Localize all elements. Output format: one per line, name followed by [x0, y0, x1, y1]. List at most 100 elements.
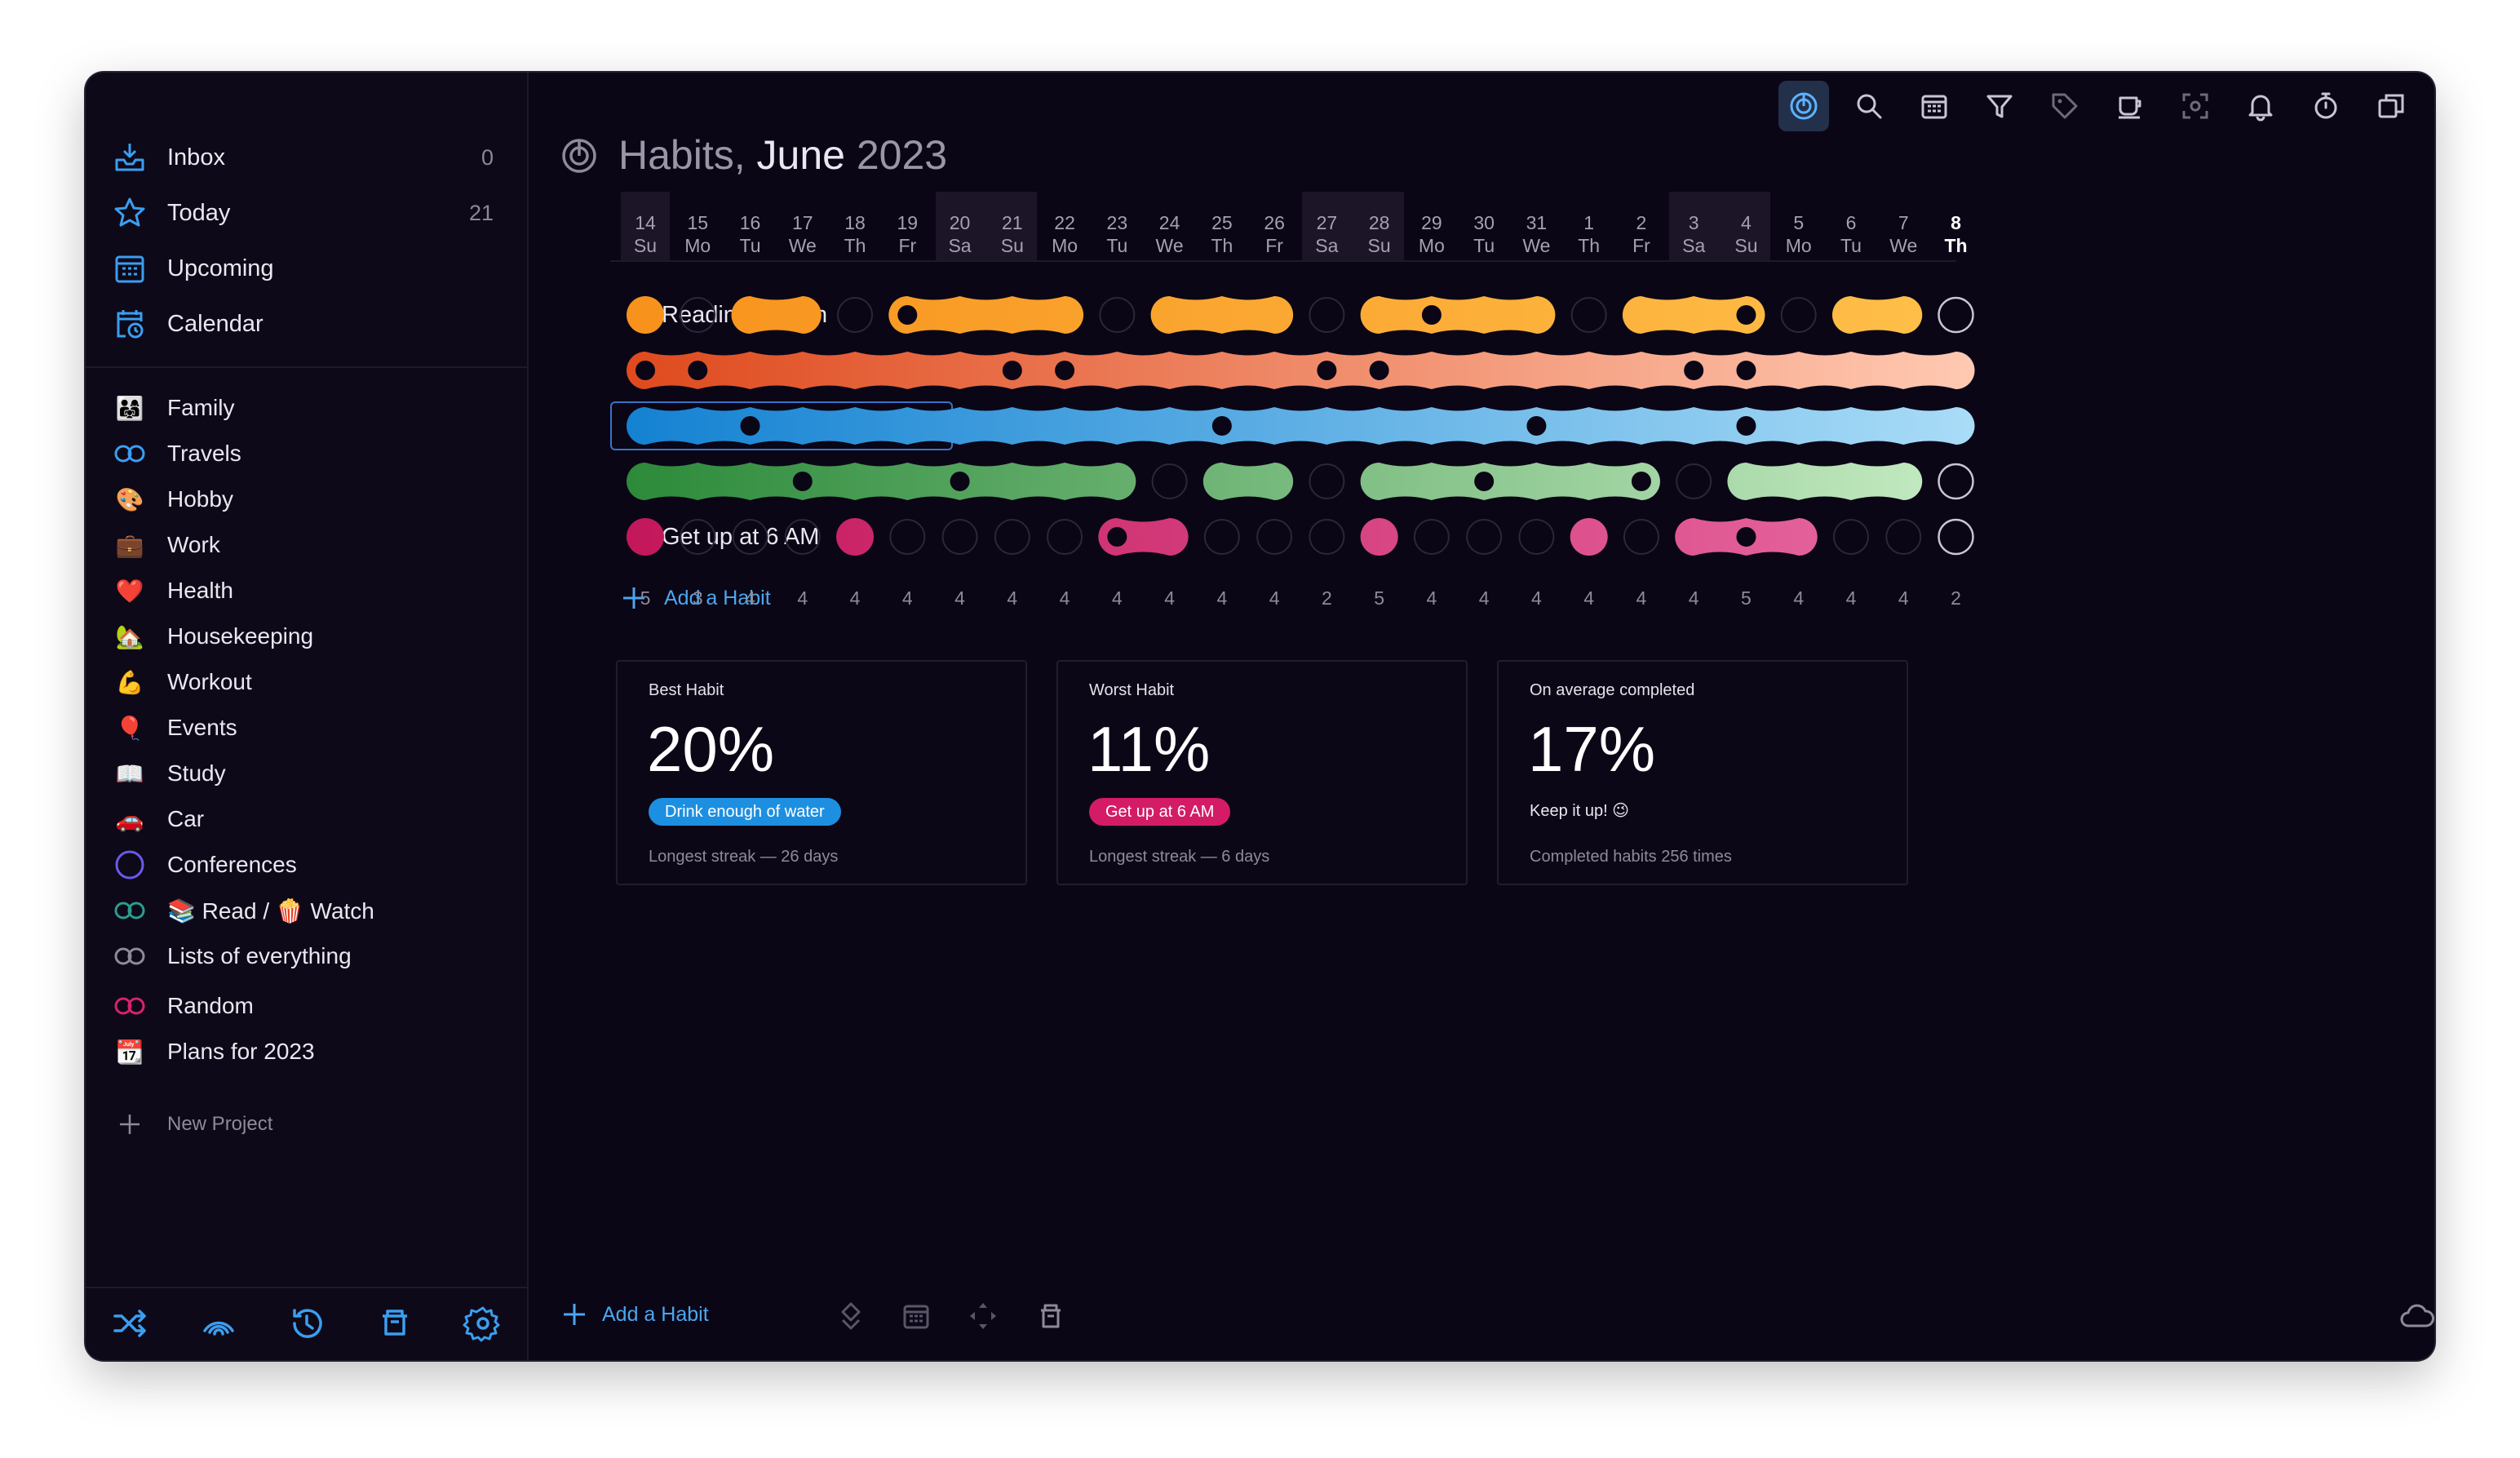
habit-day-empty[interactable]	[1623, 519, 1659, 555]
schedule-calendar-icon[interactable]	[900, 1300, 932, 1332]
habit-day-marker[interactable]	[1526, 416, 1547, 436]
project-lists-of-everything[interactable]: Lists of everything	[110, 936, 510, 977]
habit-day-today[interactable]	[1938, 518, 1974, 556]
priority-icon[interactable]	[835, 1300, 867, 1332]
habit-day-empty[interactable]	[1309, 519, 1345, 555]
habit-day-empty[interactable]	[1309, 463, 1345, 499]
project-study[interactable]: 📖 Study	[110, 753, 510, 794]
project-conferences[interactable]: Conferences	[110, 844, 510, 885]
tag-icon[interactable]	[2039, 81, 2090, 131]
habit-day-empty[interactable]	[1466, 519, 1503, 555]
habit-day-empty[interactable]	[1413, 519, 1450, 555]
calendar-clock-icon	[110, 304, 149, 343]
habit-day-marker[interactable]	[792, 472, 813, 491]
habit-day-empty[interactable]	[1151, 463, 1188, 499]
timer-icon[interactable]	[2301, 81, 2351, 131]
habit-day-empty[interactable]	[1047, 519, 1083, 555]
habit-day-marker[interactable]	[1736, 305, 1756, 325]
new-window-icon[interactable]	[2366, 81, 2416, 131]
habit-day-empty[interactable]	[1832, 519, 1869, 555]
sidebar-item-inbox[interactable]: Inbox 0	[110, 135, 510, 180]
bell-icon[interactable]	[2235, 81, 2286, 131]
habit-day-marker[interactable]	[1107, 527, 1127, 547]
habit-day-empty[interactable]	[732, 519, 768, 555]
project-random[interactable]: Random	[110, 986, 510, 1026]
habit-day-empty[interactable]	[994, 519, 1030, 555]
habit-day-empty[interactable]	[784, 519, 821, 555]
habit-pill[interactable]: Drink enough of water	[649, 798, 841, 826]
habit-day-done[interactable]	[836, 518, 875, 556]
habit-day-done[interactable]	[627, 518, 664, 556]
habit-day-marker[interactable]	[1736, 416, 1756, 436]
habit-day-marker[interactable]	[1684, 361, 1704, 380]
focus-mode-icon[interactable]	[2170, 81, 2221, 131]
habit-day-marker[interactable]	[740, 416, 760, 436]
habit-day-done[interactable]	[1570, 518, 1608, 556]
habit-day-marker[interactable]	[1421, 305, 1442, 325]
settings-gear-icon[interactable]	[463, 1303, 503, 1344]
habit-day-empty[interactable]	[1676, 463, 1712, 499]
wifi-sync-icon[interactable]	[198, 1303, 239, 1344]
project-workout[interactable]: 💪 Workout	[110, 662, 510, 702]
habit-day-empty[interactable]	[1309, 297, 1345, 333]
habit-day-empty[interactable]	[1203, 519, 1240, 555]
habit-day-today[interactable]	[1938, 463, 1974, 500]
habit-day-done[interactable]	[1360, 518, 1398, 556]
habit-day-empty[interactable]	[889, 519, 926, 555]
habit-day-marker[interactable]	[1211, 416, 1232, 436]
trash-icon[interactable]	[374, 1303, 415, 1344]
project-travels[interactable]: Travels	[110, 433, 510, 474]
cloud-sync-icon[interactable]	[2398, 1300, 2434, 1332]
habit-day-empty[interactable]	[1099, 297, 1136, 333]
habit-day-empty[interactable]	[1570, 297, 1607, 333]
habit-day-empty[interactable]	[1885, 519, 1922, 555]
habit-day-marker[interactable]	[1631, 472, 1651, 491]
habit-day-marker[interactable]	[688, 361, 708, 380]
project-hobby[interactable]: 🎨 Hobby	[110, 479, 510, 520]
add-habit-button[interactable]: Add a Habit	[620, 582, 771, 614]
habit-day-marker[interactable]	[1736, 527, 1756, 547]
project-family[interactable]: 👨‍👩‍👧 Family	[110, 388, 510, 428]
project-work[interactable]: 💼 Work	[110, 525, 510, 565]
sidebar-item-upcoming[interactable]: Upcoming	[110, 246, 510, 291]
project-read-watch[interactable]: 📚 Read / 🍿 Watch	[110, 890, 510, 931]
habit-day-empty[interactable]	[1256, 519, 1293, 555]
habit-day-empty[interactable]	[1780, 297, 1817, 333]
habit-day-marker[interactable]	[1474, 472, 1495, 491]
sidebar-item-calendar[interactable]: Calendar	[110, 301, 510, 347]
project-health[interactable]: ❤️ Health	[110, 570, 510, 611]
habit-day-empty[interactable]	[1518, 519, 1555, 555]
habit-day-empty[interactable]	[680, 519, 716, 555]
move-icon[interactable]	[967, 1300, 999, 1332]
project-plans-for-2023[interactable]: 📆 Plans for 2023	[110, 1031, 510, 1072]
habit-day-empty[interactable]	[837, 297, 874, 333]
history-icon[interactable]	[286, 1303, 327, 1344]
habits-icon[interactable]	[1778, 81, 1829, 131]
habit-day-marker[interactable]	[1317, 361, 1337, 380]
search-icon[interactable]	[1844, 81, 1894, 131]
calendar-icon[interactable]	[1909, 81, 1960, 131]
bottom-add-habit-button[interactable]: Add a Habit	[561, 1298, 709, 1331]
project-events[interactable]: 🎈 Events	[110, 707, 510, 748]
habit-day-marker[interactable]	[1002, 361, 1022, 380]
habit-day-marker[interactable]	[1736, 361, 1756, 380]
project-housekeeping[interactable]: 🏡 Housekeeping	[110, 616, 510, 657]
filter-icon[interactable]	[1974, 81, 2025, 131]
habit-streak	[1360, 463, 1660, 500]
habit-day-marker[interactable]	[950, 472, 970, 491]
habit-day-empty[interactable]	[941, 519, 978, 555]
new-project-button[interactable]: New Project	[110, 1104, 510, 1145]
habit-day-marker[interactable]	[897, 305, 918, 325]
shuffle-icon[interactable]	[110, 1303, 151, 1344]
habit-day-marker[interactable]	[636, 361, 655, 380]
project-car[interactable]: 🚗 Car	[110, 799, 510, 840]
habit-day-today[interactable]	[1938, 296, 1974, 334]
sidebar-item-today[interactable]: Today 21	[110, 190, 510, 236]
habit-day-marker[interactable]	[1369, 361, 1389, 380]
habit-day-marker[interactable]	[1055, 361, 1075, 380]
habit-day-done[interactable]	[627, 296, 664, 334]
habit-pill[interactable]: Get up at 6 AM	[1089, 798, 1231, 826]
coffee-break-icon[interactable]	[2105, 81, 2155, 131]
habit-day-empty[interactable]	[680, 297, 716, 333]
delete-icon[interactable]	[1034, 1300, 1067, 1332]
